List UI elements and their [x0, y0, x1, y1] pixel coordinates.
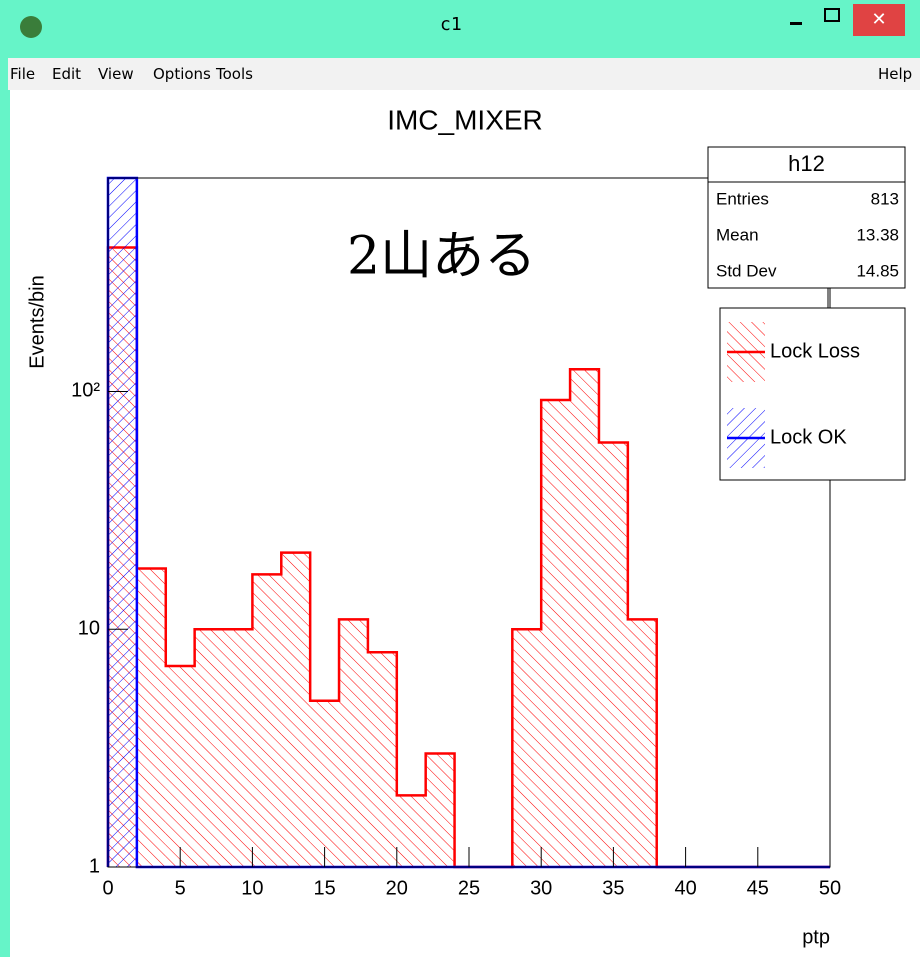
menu-item[interactable]: Edit: [52, 65, 82, 83]
bar: [136, 568, 166, 867]
y-axis-label: Events/bin: [26, 275, 48, 368]
x-tick-label: 20: [386, 877, 408, 899]
canvas: IMC_MIXER Events/bin ptp 2山ある 0 5 10 15 20 25…: [10, 90, 920, 957]
x-tick-label: 15: [313, 877, 335, 899]
x-tick-label: 10: [241, 877, 263, 899]
stats-value: 14.85: [856, 261, 899, 280]
maximize[interactable]: [824, 8, 840, 22]
title-bar: c1 ✕: [0, 0, 920, 52]
stats-box: [707, 146, 906, 289]
bar: [627, 619, 657, 867]
x-tick-label: 5: [175, 877, 186, 899]
stats-value: 13.38: [856, 225, 899, 244]
x-tick-label: 45: [747, 877, 769, 899]
menu-item[interactable]: View: [98, 65, 134, 83]
y-tick-label: 10²: [71, 380, 100, 402]
bar: [598, 442, 628, 867]
bar: [281, 552, 311, 867]
bar: [570, 369, 599, 867]
app-icon: [20, 16, 42, 38]
menu-item[interactable]: Help: [878, 65, 913, 83]
x-tick-label: 50: [819, 877, 841, 899]
menu-item[interactable]: Options: [153, 65, 211, 83]
legend-label: Lock Loss: [770, 340, 860, 362]
bar: [194, 629, 224, 867]
x-tick-label: 0: [102, 877, 113, 899]
legend-label: Lock OK: [770, 426, 847, 448]
histogram-outline: [106, 246, 830, 869]
x-tick-label: 40: [674, 877, 696, 899]
x-tick-label: 30: [530, 877, 552, 899]
x-tick-label: 25: [458, 877, 480, 899]
bar: [367, 652, 397, 867]
stats-label: Std Dev: [716, 261, 777, 280]
stats-title: h12: [788, 151, 825, 176]
bar: [310, 700, 340, 867]
bar: [512, 629, 542, 867]
stats-value: 813: [871, 189, 899, 208]
bar: [425, 753, 455, 867]
minimize[interactable]: [790, 22, 802, 25]
bar: [165, 666, 195, 867]
bar: [541, 400, 571, 867]
y-tick-label: 1: [89, 855, 100, 877]
bar: [339, 619, 368, 867]
annotation: 2山ある: [347, 227, 536, 287]
bar: [223, 629, 253, 867]
chart-title: IMC_MIXER: [387, 104, 543, 135]
bar: [252, 574, 282, 867]
menu-item[interactable]: File: [10, 65, 36, 83]
menu-item[interactable]: Tools: [216, 65, 253, 83]
bar: [396, 795, 426, 867]
stats-label: Entries: [716, 189, 769, 208]
x-tick-label: 35: [602, 877, 624, 899]
menu-bar: File Edit View Options Tools Help: [8, 58, 920, 90]
y-tick-label: 10: [78, 618, 100, 640]
window-title: c1: [440, 14, 462, 35]
close[interactable]: ✕: [853, 4, 905, 36]
stats-label: Mean: [716, 225, 759, 244]
bar: [108, 178, 137, 867]
x-axis-label: ptp: [802, 926, 830, 948]
